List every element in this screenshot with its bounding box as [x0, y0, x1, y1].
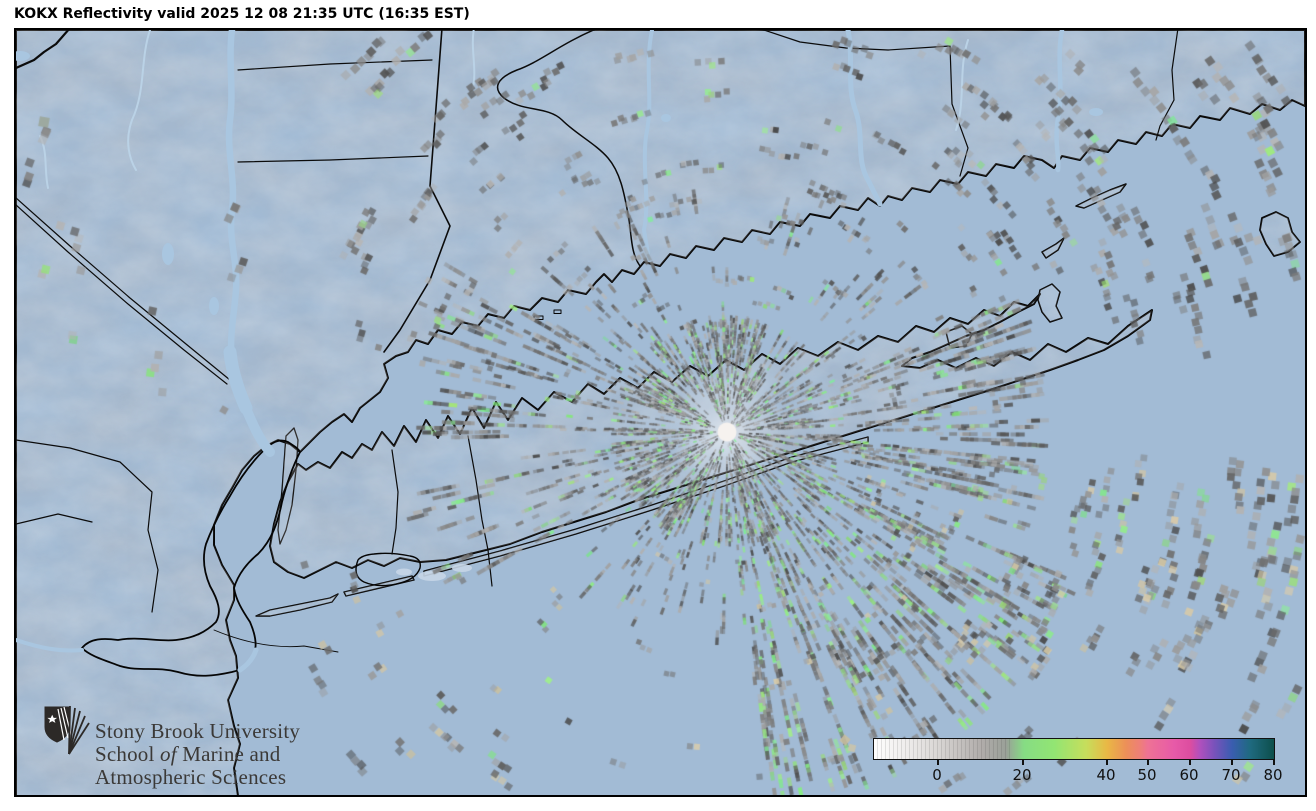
map-title: KOKX Reflectivity valid 2025 12 08 21:35… [14, 6, 470, 22]
colorbar-tick [937, 760, 939, 765]
title-bar: KOKX Reflectivity valid 2025 12 08 21:35… [0, 0, 1316, 28]
radar-echo-layer [16, 30, 1305, 795]
reflectivity-colorbar: 0 20 40 50 60 70 80 [873, 738, 1283, 798]
sbu-logo: Stony Brook University School of Marine … [44, 704, 300, 789]
colorbar-tick [1022, 760, 1024, 765]
colorbar-tick [1231, 760, 1233, 765]
radar-map: Stony Brook University School of Marine … [14, 28, 1307, 797]
colorbar-tick-label: 0 [932, 766, 942, 784]
logo-line2: School of Marine and [95, 742, 281, 766]
colorbar-striations [874, 739, 1010, 759]
logo-line3: Atmospheric Sciences [95, 765, 287, 789]
colorbar-tick-label: 80 [1263, 766, 1283, 784]
colorbar-tick-label: 40 [1096, 766, 1116, 784]
colorbar-tick-label: 20 [1012, 766, 1032, 784]
colorbar-tick-label: 50 [1137, 766, 1157, 784]
colorbar-tick [1106, 760, 1108, 765]
sbu-logo-text: Stony Brook University School of Marine … [95, 704, 300, 789]
colorbar-tick [1147, 760, 1149, 765]
sbu-shield-icon [44, 705, 90, 755]
logo-line1: Stony Brook University [95, 719, 301, 743]
colorbar-tick [1189, 760, 1191, 765]
colorbar-tick-label: 60 [1179, 766, 1199, 784]
colorbar-tick [1273, 760, 1275, 765]
colorbar-gradient [873, 738, 1275, 760]
colorbar-tick-label: 70 [1221, 766, 1241, 784]
